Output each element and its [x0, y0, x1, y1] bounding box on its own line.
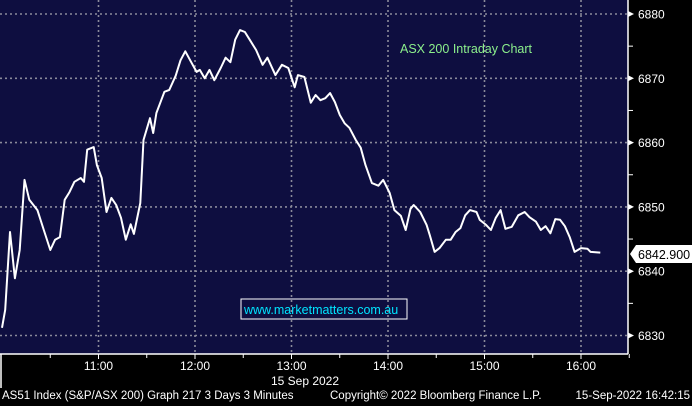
y-tick-arrow: [628, 203, 634, 210]
y-tick-arrow: [628, 75, 634, 82]
footer-security-info: AS51 Index (S&P/ASX 200) Graph 217 3 Day…: [2, 390, 294, 402]
last-value-label: 6842.900: [638, 248, 690, 262]
series-line: [1, 29, 601, 328]
watermark-text: www.marketmatters.com.au: [243, 303, 398, 317]
y-tick-label: 6850: [638, 200, 665, 214]
y-tick-arrow: [628, 268, 634, 275]
x-tick-label: 14:00: [373, 359, 403, 373]
footer-copyright: Copyright© 2022 Bloomberg Finance L.P.: [330, 390, 542, 402]
x-axis-date-label: 15 Sep 2022: [271, 374, 339, 388]
y-tick-label: 6880: [638, 8, 665, 22]
chart-title: ASX 200 Intraday Chart: [400, 42, 533, 56]
y-tick-label: 6870: [638, 72, 665, 86]
x-tick-label: 13:00: [276, 359, 306, 373]
last-value-box: [630, 245, 692, 263]
watermark-box: www.marketmatters.com.au: [240, 298, 408, 320]
x-tick-label: 15:00: [469, 359, 499, 373]
x-tick-label: 16:00: [566, 359, 596, 373]
x-tick-label: 12:00: [180, 359, 210, 373]
plot-area: [0, 0, 628, 354]
y-tick-arrow: [628, 11, 634, 17]
x-tick-label: 11:00: [84, 359, 113, 373]
footer-timestamp: 15-Sep-2022 16:42:15: [575, 390, 690, 402]
last-value-callout: 6842.900: [630, 245, 692, 263]
y-tick-label: 6860: [638, 136, 665, 150]
y-tick-arrow: [628, 332, 634, 339]
y-tick-arrow: [628, 139, 634, 146]
y-tick-label: 6830: [638, 329, 665, 343]
y-tick-label: 6840: [638, 265, 665, 279]
